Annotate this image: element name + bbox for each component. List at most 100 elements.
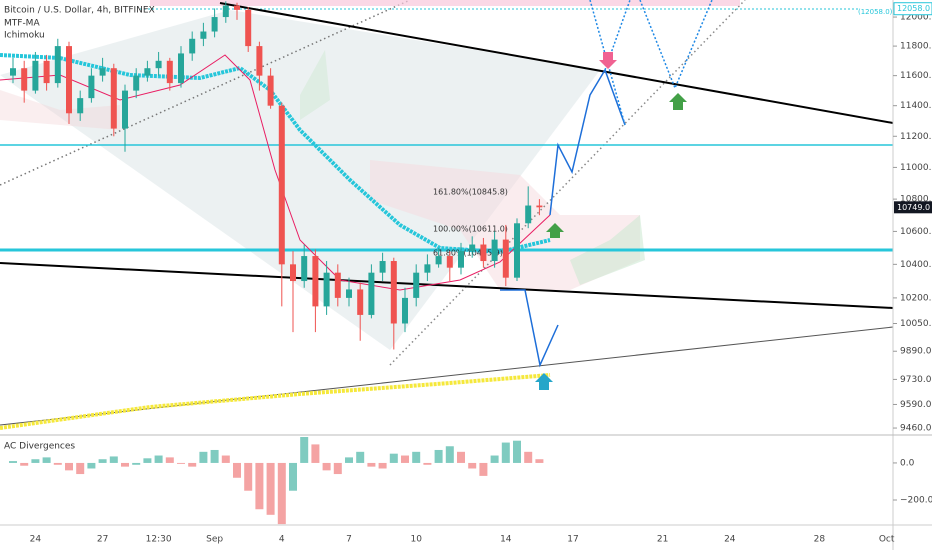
bar	[322, 462, 331, 471]
candle-body	[99, 68, 106, 76]
candle-body	[357, 289, 364, 315]
candle-body	[435, 256, 442, 265]
yellow-ma	[0, 373, 551, 430]
bar	[457, 451, 465, 463]
bar	[412, 451, 421, 463]
candle-body	[66, 46, 72, 114]
candle-body	[178, 53, 184, 84]
candle-body	[502, 239, 509, 278]
bar	[490, 455, 499, 463]
candle-body	[54, 46, 61, 84]
channel-line	[389, 0, 746, 366]
candle-body	[323, 272, 330, 307]
x-tick-label: 28	[814, 535, 826, 545]
y-tick-label: 11800.0	[900, 42, 932, 52]
y-tick-label: 9730.0	[900, 375, 932, 385]
candle-body	[390, 261, 397, 324]
y-tick-label: 11200.0	[900, 132, 932, 142]
candle-body	[368, 272, 375, 315]
y-tick-label: 9590.0	[900, 400, 932, 410]
y-tick-label: 11600.0	[900, 71, 932, 81]
y-tick-label: 9890.0	[900, 347, 932, 357]
candle-body	[166, 60, 173, 84]
bar	[132, 462, 141, 465]
candle-body	[122, 90, 128, 129]
candle-body	[267, 75, 274, 106]
arrow-up	[669, 93, 687, 110]
arrow-up	[546, 223, 564, 238]
candle-body	[256, 46, 263, 76]
bar	[289, 462, 297, 491]
candle-body	[211, 17, 218, 32]
candle-body	[110, 68, 117, 129]
x-tick-label: 7	[346, 535, 352, 545]
legend-item: MTF-MA	[4, 19, 40, 29]
bar	[20, 462, 29, 466]
bar	[401, 455, 409, 463]
candle-body	[480, 244, 487, 262]
candle-body	[536, 205, 543, 208]
candle-body	[133, 75, 140, 91]
bar	[31, 459, 40, 463]
bar	[423, 462, 432, 465]
target-zone	[150, 0, 740, 6]
y-tick-label: 0.0	[900, 458, 915, 468]
x-tick-label: 27	[97, 535, 108, 545]
x-tick-label: 4	[279, 535, 285, 545]
bar	[479, 462, 488, 476]
candle-body	[312, 256, 319, 307]
candle-body	[43, 60, 50, 84]
candle-body	[278, 105, 285, 265]
price-label-box	[893, 2, 932, 16]
bar	[199, 451, 208, 463]
x-tick-label: Oct	[879, 535, 895, 545]
bar	[154, 455, 163, 463]
projection	[500, 289, 559, 368]
bar	[356, 451, 365, 463]
candle-body	[402, 297, 408, 324]
bar	[333, 462, 342, 475]
bar	[65, 462, 73, 471]
ichimoku-cloud	[0, 90, 120, 130]
trend-line	[219, 2, 894, 124]
annotation: (12058.0)	[858, 8, 893, 16]
bar	[445, 446, 454, 463]
y-tick-label: 10200.0	[900, 293, 932, 303]
candle-body	[446, 256, 453, 268]
annotation: 100.00%(10611.0)	[433, 225, 508, 234]
candle-body	[491, 239, 498, 262]
bar	[501, 442, 510, 463]
candle-body	[514, 223, 520, 278]
candle-body	[144, 68, 151, 76]
x-tick-label: Sep	[206, 535, 223, 545]
ichimoku-cloud	[300, 50, 330, 120]
bar	[53, 462, 62, 465]
arrow-down	[599, 52, 617, 69]
bar	[109, 456, 118, 463]
bar	[513, 440, 521, 463]
price-label-box	[894, 201, 932, 214]
x-tick-label: 17	[567, 535, 578, 545]
bar	[389, 453, 398, 463]
bar	[143, 458, 152, 463]
y-tick-label: 12000.0	[900, 13, 932, 23]
y-tick-label: 9460.0	[900, 424, 932, 434]
x-tick-label: 21	[657, 535, 668, 545]
bar	[378, 462, 387, 469]
bar	[244, 462, 253, 491]
x-tick-label: 14	[500, 535, 512, 545]
candle-body	[21, 68, 28, 91]
candle-body	[77, 98, 84, 114]
x-tick-label: 10	[410, 535, 422, 545]
bar	[177, 462, 185, 464]
bar	[98, 459, 107, 463]
bar	[277, 462, 286, 525]
candle-body	[379, 261, 386, 273]
x-tick-label: 24	[30, 535, 42, 545]
candle-body	[10, 68, 16, 76]
bar	[76, 462, 85, 475]
bar	[434, 449, 443, 463]
bar	[87, 462, 96, 469]
